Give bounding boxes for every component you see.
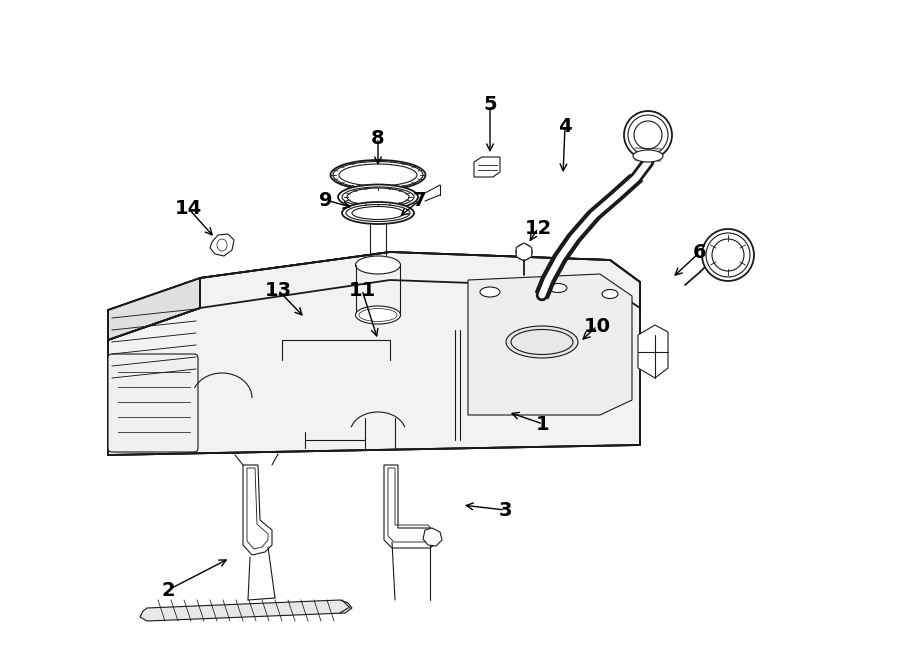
Polygon shape [384,465,438,548]
Ellipse shape [347,188,409,206]
Text: 5: 5 [483,95,497,114]
Polygon shape [243,465,272,555]
Text: 11: 11 [348,280,375,299]
Ellipse shape [702,229,754,281]
Ellipse shape [549,284,567,293]
Polygon shape [423,528,442,546]
Text: 9: 9 [320,190,333,210]
Polygon shape [210,234,234,256]
Polygon shape [638,325,668,378]
Ellipse shape [338,184,418,210]
FancyBboxPatch shape [108,354,198,452]
Ellipse shape [516,244,532,260]
Text: 7: 7 [413,190,427,210]
Ellipse shape [602,290,618,299]
Polygon shape [474,157,500,177]
Text: 14: 14 [175,198,202,217]
Text: 12: 12 [525,219,552,237]
Ellipse shape [480,287,500,297]
Text: 4: 4 [558,118,572,137]
Polygon shape [108,278,200,340]
Text: 13: 13 [265,280,292,299]
Ellipse shape [330,160,426,190]
Polygon shape [140,600,352,621]
Ellipse shape [506,326,578,358]
Polygon shape [517,243,532,261]
Ellipse shape [339,164,417,186]
Text: 10: 10 [583,317,610,336]
Ellipse shape [624,111,672,159]
Text: 8: 8 [371,128,385,147]
Text: 6: 6 [693,243,706,262]
Text: 2: 2 [161,580,175,600]
Ellipse shape [633,150,663,162]
Polygon shape [200,252,640,308]
Ellipse shape [356,256,400,274]
Polygon shape [108,252,640,455]
Ellipse shape [342,202,414,224]
Ellipse shape [356,306,400,324]
Ellipse shape [352,206,404,219]
Polygon shape [468,274,632,415]
Text: 3: 3 [499,500,512,520]
Text: 1: 1 [536,414,550,434]
